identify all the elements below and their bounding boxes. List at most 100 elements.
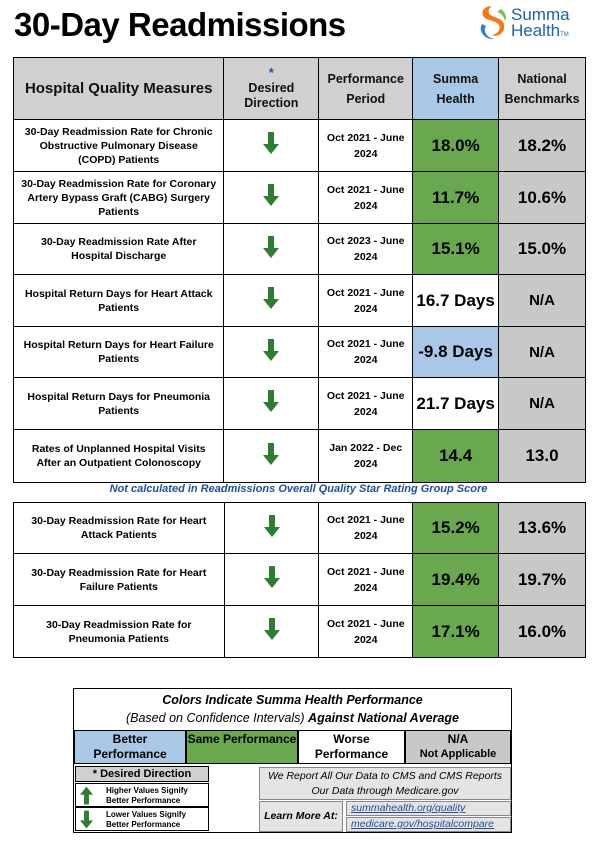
measure-name: Hospital Return Days for Heart Failure P…: [12, 326, 225, 378]
national-benchmark: 13.0: [498, 429, 586, 483]
arrow-down-icon: [263, 442, 280, 465]
header-period: Performance Period: [318, 57, 414, 120]
lower-values-row: Lower Values Signify Better Performance: [75, 807, 209, 831]
logo-text-health: Health: [511, 21, 561, 40]
desired-direction-heading: * Desired Direction: [75, 766, 209, 782]
measure-name: 30-Day Readmission Rate for Heart Failur…: [13, 553, 225, 606]
measure-name: 30-Day Readmission Rate for Pneumonia Pa…: [13, 605, 225, 658]
summa-health-logo: Summa HealthTM: [474, 4, 584, 44]
table-row: 30-Day Readmission Rate for Chronic Obst…: [12, 119, 586, 172]
summa-value: 14.4: [412, 429, 500, 483]
arrow-down-icon: [263, 235, 280, 258]
table-row: Hospital Return Days for Heart Attack Pa…: [12, 274, 586, 327]
table-row: Rates of Unplanned Hospital Visits After…: [12, 429, 586, 483]
desired-direction-cell: [223, 171, 320, 224]
desired-direction-cell: [223, 605, 320, 658]
table-row: 30-Day Readmission Rate for Pneumonia Pa…: [13, 605, 586, 658]
measure-name: Rates of Unplanned Hospital Visits After…: [12, 429, 225, 483]
table-row: 30-Day Readmission Rate for Heart Failur…: [13, 553, 586, 606]
national-benchmark: 16.0%: [498, 605, 586, 658]
header-direction-star: *: [268, 66, 274, 80]
national-benchmark: N/A: [498, 326, 586, 378]
performance-period: Oct 2021 - June 2024: [318, 605, 414, 658]
performance-period: Oct 2023 - June 2024: [318, 223, 414, 275]
summa-value: 11.7%: [412, 171, 500, 224]
national-benchmark: 13.6%: [498, 502, 586, 554]
desired-direction-key: * Desired Direction Higher Values Signif…: [75, 766, 209, 832]
summa-value: 18.0%: [412, 119, 500, 172]
measures-table-unrated: 30-Day Readmission Rate for Heart Attack…: [13, 502, 586, 658]
learn-more-label: Learn More At:: [259, 801, 343, 832]
performance-period: Jan 2022 - Dec 2024: [318, 429, 414, 483]
header-direction-label: Desired Direction: [244, 81, 299, 110]
measures-table-rated: Hospital Quality Measures * Desired Dire…: [12, 57, 586, 483]
logo-text-summa: Summa: [511, 5, 570, 24]
legend-subtitle-against: Against National Average: [308, 711, 460, 725]
performance-period: Oct 2021 - June 2024: [318, 553, 414, 606]
summa-value: 17.1%: [412, 605, 500, 658]
measure-name: Hospital Return Days for Pneumonia Patie…: [12, 377, 225, 430]
legend-same: Same Performance: [186, 730, 298, 764]
performance-period: Oct 2021 - June 2024: [318, 377, 414, 430]
national-benchmark: N/A: [498, 377, 586, 430]
measure-name: 30-Day Readmission Rate for Chronic Obst…: [12, 119, 225, 172]
legend-subtitle: (Based on Confidence Intervals) Against …: [74, 711, 511, 725]
legend: Colors Indicate Summa Health Performance…: [73, 688, 512, 833]
arrow-down-icon: [263, 390, 280, 412]
legend-subtitle-basis: (Based on Confidence Intervals): [125, 711, 305, 725]
higher-values-text: Higher Values Signify Better Performance: [106, 786, 188, 805]
summa-value: 16.7 Days: [412, 274, 500, 327]
desired-direction-cell: [223, 502, 320, 554]
arrow-down-icon: [263, 618, 280, 640]
desired-direction-cell: [223, 326, 320, 378]
legend-na: N/A Not Applicable: [405, 730, 511, 764]
desired-direction-cell: [223, 223, 320, 275]
summa-value: 15.1%: [412, 223, 500, 275]
measure-name: Hospital Return Days for Heart Attack Pa…: [12, 274, 225, 327]
measure-name: 30-Day Readmission Rate for Heart Attack…: [13, 502, 225, 554]
table-row: Hospital Return Days for Pneumonia Patie…: [12, 377, 586, 430]
lower-values-text: Lower Values Signify Better Performance: [106, 810, 187, 829]
measure-name: 30-Day Readmission Rate After Hospital D…: [12, 223, 225, 275]
table-row: 30-Day Readmission Rate for Heart Attack…: [13, 502, 586, 554]
group-note: Not calculated in Readmissions Overall Q…: [109, 483, 488, 495]
arrow-down-icon: [263, 184, 280, 206]
arrow-down-icon: [263, 338, 280, 361]
national-benchmark: 19.7%: [498, 553, 586, 606]
performance-period: Oct 2021 - June 2024: [318, 502, 414, 554]
performance-period: Oct 2021 - June 2024: [318, 171, 414, 224]
table-row: Hospital Return Days for Heart Failure P…: [12, 326, 586, 378]
link-medicare-compare[interactable]: medicare.gov/hospitalcompare: [346, 817, 511, 832]
desired-direction-cell: [223, 274, 320, 327]
header-national: National Benchmarks: [498, 57, 586, 120]
arrow-down-icon: [263, 287, 280, 309]
link-summa-quality[interactable]: summahealth.org/quality: [346, 801, 511, 816]
higher-values-row: Higher Values Signify Better Performance: [75, 783, 209, 807]
logo-tm: TM: [560, 32, 569, 38]
desired-direction-cell: [223, 553, 320, 606]
header-measure: Hospital Quality Measures: [12, 57, 225, 120]
performance-period: Oct 2021 - June 2024: [318, 326, 414, 378]
arrow-down-icon: [263, 132, 280, 154]
arrow-down-icon: [263, 566, 280, 588]
arrow-down-icon: [263, 514, 280, 537]
national-benchmark: 18.2%: [498, 119, 586, 172]
page-title: 30-Day Readmissions: [14, 6, 346, 43]
report-note: We Report All Our Data to CMS and CMS Re…: [259, 767, 511, 800]
legend-na-label: N/A: [447, 732, 469, 746]
national-benchmark: 10.6%: [498, 171, 586, 224]
national-benchmark: 15.0%: [498, 223, 586, 275]
desired-direction-cell: [223, 119, 320, 172]
arrow-up-icon: [80, 786, 93, 805]
legend-worse: Worse Performance: [298, 730, 405, 764]
desired-direction-cell: [223, 377, 320, 430]
summa-value: 15.2%: [412, 502, 500, 554]
performance-period: Oct 2021 - June 2024: [318, 274, 414, 327]
summa-value: 21.7 Days: [412, 377, 500, 430]
performance-period: Oct 2021 - June 2024: [318, 119, 414, 172]
summa-logo-icon: [480, 6, 506, 40]
summa-value: -9.8 Days: [412, 326, 500, 378]
national-benchmark: N/A: [498, 274, 586, 327]
table-row: 30-Day Readmission Rate for Coronary Art…: [12, 171, 586, 224]
summa-value: 19.4%: [412, 553, 500, 606]
